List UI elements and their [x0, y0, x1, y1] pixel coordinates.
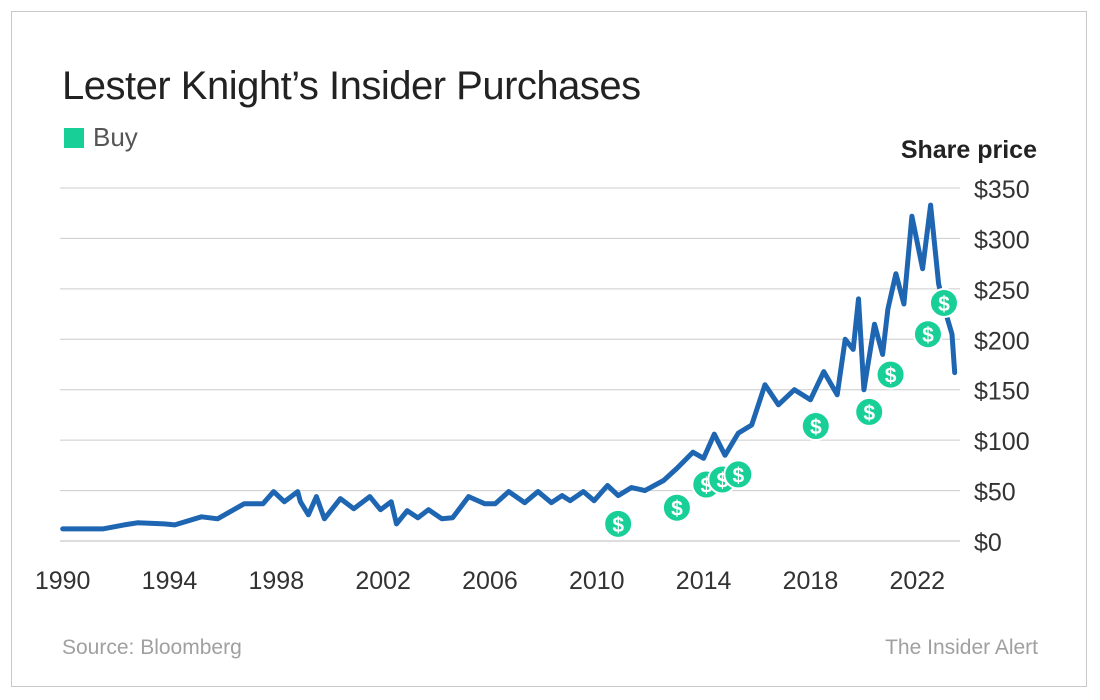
y-axis-ticks: $0 $50 $100 $150 $200 $250 $300 $350: [974, 176, 1030, 557]
share-price-line: [60, 202, 958, 532]
x-tick-label: 1990: [35, 567, 91, 595]
price-series: [60, 202, 958, 532]
buy-marker: $: [800, 411, 831, 442]
brand-note: The Insider Alert: [885, 636, 1038, 659]
x-tick-label: 1994: [142, 567, 198, 595]
y-axis-label: Share price: [901, 136, 1037, 164]
y-tick-label: $0: [974, 529, 1002, 557]
y-tick-label: $250: [974, 277, 1030, 305]
dollar-icon: $: [612, 514, 624, 537]
x-tick-label: 2014: [676, 567, 732, 595]
dollar-icon: $: [671, 498, 683, 521]
y-tick-label: $200: [974, 327, 1030, 355]
dollar-icon: $: [732, 464, 744, 487]
chart-card: [11, 11, 1087, 687]
y-tick-label: $100: [974, 428, 1030, 456]
source-note: Source: Bloomberg: [62, 636, 242, 659]
buy-marker: $: [661, 492, 692, 523]
x-tick-label: 1998: [249, 567, 305, 595]
x-tick-label: 2010: [569, 567, 625, 595]
buy-marker: $: [875, 359, 906, 390]
chart-title: Lester Knight’s Insider Purchases: [62, 64, 641, 108]
buy-marker: $: [723, 459, 754, 490]
gridlines: [60, 187, 960, 542]
buy-marker: $: [928, 287, 959, 318]
legend-buy-label: Buy: [93, 122, 138, 152]
buy-marker: $: [854, 396, 885, 427]
y-tick-label: $350: [974, 176, 1030, 204]
y-tick-label: $50: [974, 479, 1016, 507]
dollar-icon: $: [810, 416, 822, 439]
dollar-icon: $: [922, 324, 934, 347]
x-tick-label: 2018: [783, 567, 839, 595]
y-tick-label: $300: [974, 226, 1030, 254]
buy-marker: $: [912, 319, 943, 350]
x-axis-ticks: 1990 1994 1998 2002 2006 2010 2014 2018 2022: [35, 567, 945, 595]
dollar-icon: $: [863, 402, 875, 425]
legend: Buy: [64, 122, 138, 153]
buy-markers: $$$ $ $$$$$$: [603, 287, 959, 539]
y-tick-label: $150: [974, 378, 1030, 406]
x-tick-label: 2022: [889, 567, 945, 595]
x-tick-label: 2006: [462, 567, 518, 595]
x-tick-label: 2002: [355, 567, 411, 595]
legend-buy-swatch: [64, 127, 84, 148]
dollar-icon: $: [885, 365, 897, 388]
dollar-icon: $: [938, 293, 950, 316]
buy-marker: $: [603, 508, 634, 539]
